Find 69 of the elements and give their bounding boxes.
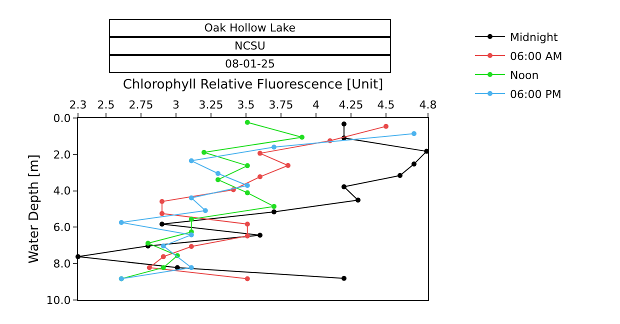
point bbox=[398, 173, 402, 178]
x-tick-label: 2.75 bbox=[128, 98, 154, 112]
x-tick-label: 3.75 bbox=[268, 98, 294, 112]
point bbox=[272, 209, 276, 214]
point bbox=[202, 150, 206, 155]
point bbox=[160, 243, 166, 248]
point bbox=[286, 163, 290, 168]
y-tick-label: 8.0 bbox=[53, 257, 71, 270]
point bbox=[244, 120, 250, 125]
point bbox=[412, 162, 416, 167]
x-tick-label: 2.3 bbox=[69, 98, 87, 112]
y-tick-label: 2.0 bbox=[53, 148, 71, 162]
point bbox=[174, 265, 180, 270]
x-tick-label: 4 bbox=[312, 98, 320, 112]
point bbox=[244, 233, 250, 238]
point bbox=[160, 199, 164, 204]
y-tick-label: 0.0 bbox=[53, 112, 71, 125]
point bbox=[216, 171, 220, 176]
x-tick-label: 4.5 bbox=[377, 98, 395, 112]
x-tick-label: 4.25 bbox=[338, 98, 364, 112]
point bbox=[258, 150, 262, 156]
chart-subtitle: NCSU bbox=[234, 40, 266, 52]
point bbox=[258, 174, 262, 180]
point bbox=[188, 232, 194, 238]
chart-title: Oak Hollow Lake bbox=[204, 22, 296, 34]
point bbox=[146, 265, 152, 270]
point bbox=[244, 163, 250, 168]
point bbox=[272, 204, 276, 209]
legend-label: 06:00 AM bbox=[510, 50, 562, 63]
point bbox=[412, 131, 416, 136]
legend-label: 06:00 PM bbox=[510, 88, 562, 101]
point bbox=[258, 232, 262, 238]
point bbox=[342, 276, 346, 281]
point bbox=[160, 222, 164, 227]
point bbox=[188, 244, 194, 249]
point bbox=[160, 265, 166, 270]
legend-label: Noon bbox=[510, 68, 539, 82]
y-tick-label: 10.0 bbox=[46, 294, 71, 307]
point bbox=[188, 216, 194, 222]
point bbox=[244, 183, 250, 188]
x-tick-label: 4.8 bbox=[419, 98, 437, 112]
point bbox=[342, 122, 346, 127]
point bbox=[356, 198, 360, 203]
point bbox=[342, 184, 346, 190]
point bbox=[118, 220, 124, 225]
point bbox=[216, 177, 220, 182]
text: 08-01-25 bbox=[225, 58, 275, 70]
point bbox=[160, 211, 164, 216]
x-tick-label: 3.25 bbox=[198, 98, 224, 112]
y-axis-title: Water Depth [m] bbox=[27, 154, 42, 264]
point bbox=[146, 240, 150, 246]
point bbox=[384, 124, 388, 129]
x-tick-label: 2.5 bbox=[97, 98, 115, 112]
point bbox=[272, 144, 276, 150]
point bbox=[300, 134, 304, 140]
y-tick-label: 4.0 bbox=[53, 184, 71, 198]
point bbox=[244, 276, 250, 282]
x-tick-label: 3 bbox=[172, 98, 180, 112]
point bbox=[188, 195, 194, 200]
point bbox=[160, 254, 166, 260]
point bbox=[244, 190, 250, 196]
point bbox=[188, 158, 194, 164]
point bbox=[244, 222, 250, 227]
point bbox=[202, 208, 208, 214]
point bbox=[188, 265, 194, 270]
legend-label: Midnight bbox=[510, 30, 559, 44]
y-tick-label: 6.0 bbox=[53, 221, 71, 234]
x-axis-title: Chlorophyll Relative Fluorescence [Unit] bbox=[122, 78, 384, 93]
x-tick-label: 3.5 bbox=[237, 98, 255, 112]
